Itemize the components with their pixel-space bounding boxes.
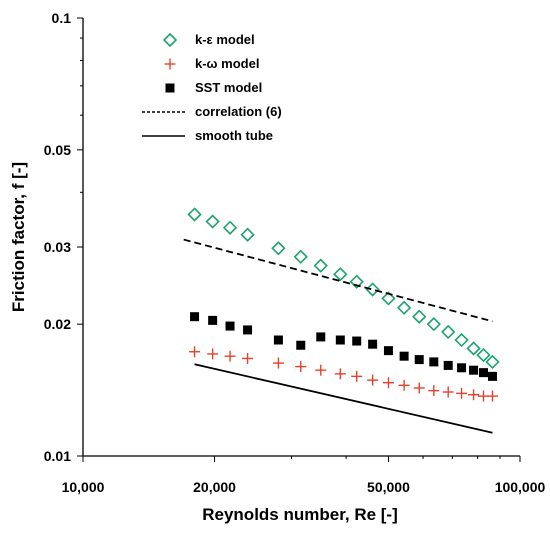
legend-label: k-ω model: [195, 56, 259, 71]
plus-point: [242, 352, 254, 364]
square-point: [399, 351, 409, 361]
plus-point: [442, 386, 454, 398]
diamond-point: [240, 227, 255, 242]
plus-point: [428, 385, 440, 397]
diamond-point: [485, 354, 500, 370]
plus-point: [315, 364, 327, 376]
solid-line: [194, 363, 493, 434]
diamond-point: [476, 347, 491, 363]
legend-label: correlation (6): [195, 104, 282, 119]
x-tick-label: 10,000: [62, 479, 105, 495]
diamond-point: [381, 291, 396, 306]
x-tick-label: 100,000: [495, 479, 546, 495]
diamond-point: [441, 324, 456, 340]
plus-point: [367, 374, 379, 386]
y-tick-label: 0.02: [44, 316, 71, 332]
diamond-point: [365, 282, 380, 297]
diamond-point: [466, 341, 481, 356]
diamond-point: [205, 214, 220, 229]
dashed-line: [183, 238, 493, 323]
legend-label: SST model: [195, 80, 262, 95]
axis-ticks: 10,000 20,000 50,000 100,000 0.01 0.02 0.03 0.0…: [44, 10, 546, 495]
plus-point: [272, 357, 284, 369]
plus-point: [295, 361, 307, 373]
diamond-point: [412, 309, 427, 324]
legend-label: k-ε model: [195, 32, 255, 47]
square-point: [190, 312, 200, 322]
plus-point: [351, 370, 363, 382]
y-axis-title: Friction factor, f [-]: [9, 162, 28, 312]
square-point: [469, 365, 479, 375]
diamond-point: [396, 300, 412, 315]
legend-item-0: k-ε model: [162, 32, 255, 48]
square-point: [225, 321, 235, 331]
plus-point: [189, 346, 201, 358]
plus-point: [334, 368, 346, 380]
legend: k-ε model k-ω model SST model correlation (…: [142, 32, 282, 143]
square-point: [208, 315, 218, 325]
diamond-point: [333, 267, 348, 282]
legend-item-2: SST model: [165, 80, 262, 95]
plus-point: [413, 382, 425, 394]
diamond-point: [313, 258, 328, 273]
square-point: [457, 363, 467, 373]
series-4: [194, 363, 493, 434]
square-point: [487, 371, 497, 381]
y-tick-label: 0.1: [52, 10, 72, 26]
square-point: [368, 339, 378, 349]
x-axis-title: Reynolds number, Re [-]: [202, 505, 398, 524]
plus-point: [224, 350, 236, 362]
diamond-point: [271, 241, 286, 256]
legend-marker-swatch: [164, 58, 176, 70]
series-layer: [183, 207, 500, 434]
square-point: [296, 340, 306, 350]
square-point: [478, 368, 488, 378]
legend-label: smooth tube: [195, 128, 273, 143]
legend-marker-swatch: [165, 83, 175, 93]
square-point: [414, 355, 424, 365]
series-1: [189, 346, 498, 402]
diamond-point: [222, 220, 238, 235]
series-0: [187, 207, 500, 370]
square-point: [383, 346, 393, 356]
plus-point: [468, 389, 480, 401]
legend-marker-swatch: [162, 32, 178, 48]
legend-item-3: correlation (6): [142, 104, 282, 119]
square-point: [243, 325, 253, 335]
square-point: [443, 360, 453, 370]
square-point: [429, 357, 439, 367]
legend-item-4: smooth tube: [142, 128, 273, 143]
diamond-point: [187, 207, 202, 222]
square-point: [273, 335, 283, 345]
square-point: [316, 332, 326, 342]
square-point: [335, 335, 345, 345]
diamond-point: [349, 274, 364, 289]
series-2: [190, 312, 497, 381]
y-tick-label: 0.01: [44, 448, 71, 464]
plus-point: [382, 377, 394, 389]
diamond-point: [293, 249, 308, 264]
diamond-point: [426, 317, 441, 332]
diamond-point: [454, 332, 469, 348]
plus-point: [456, 387, 468, 399]
plus-point: [207, 348, 219, 360]
plus-point: [398, 379, 410, 391]
legend-item-1: k-ω model: [164, 56, 259, 71]
x-tick-label: 20,000: [193, 479, 236, 495]
x-tick-label: 50,000: [367, 479, 410, 495]
y-tick-label: 0.03: [44, 239, 71, 255]
y-tick-label: 0.05: [44, 142, 71, 158]
plus-point: [486, 390, 498, 402]
square-point: [352, 336, 362, 346]
series-3: [183, 238, 493, 323]
plot-axes: [82, 18, 520, 457]
